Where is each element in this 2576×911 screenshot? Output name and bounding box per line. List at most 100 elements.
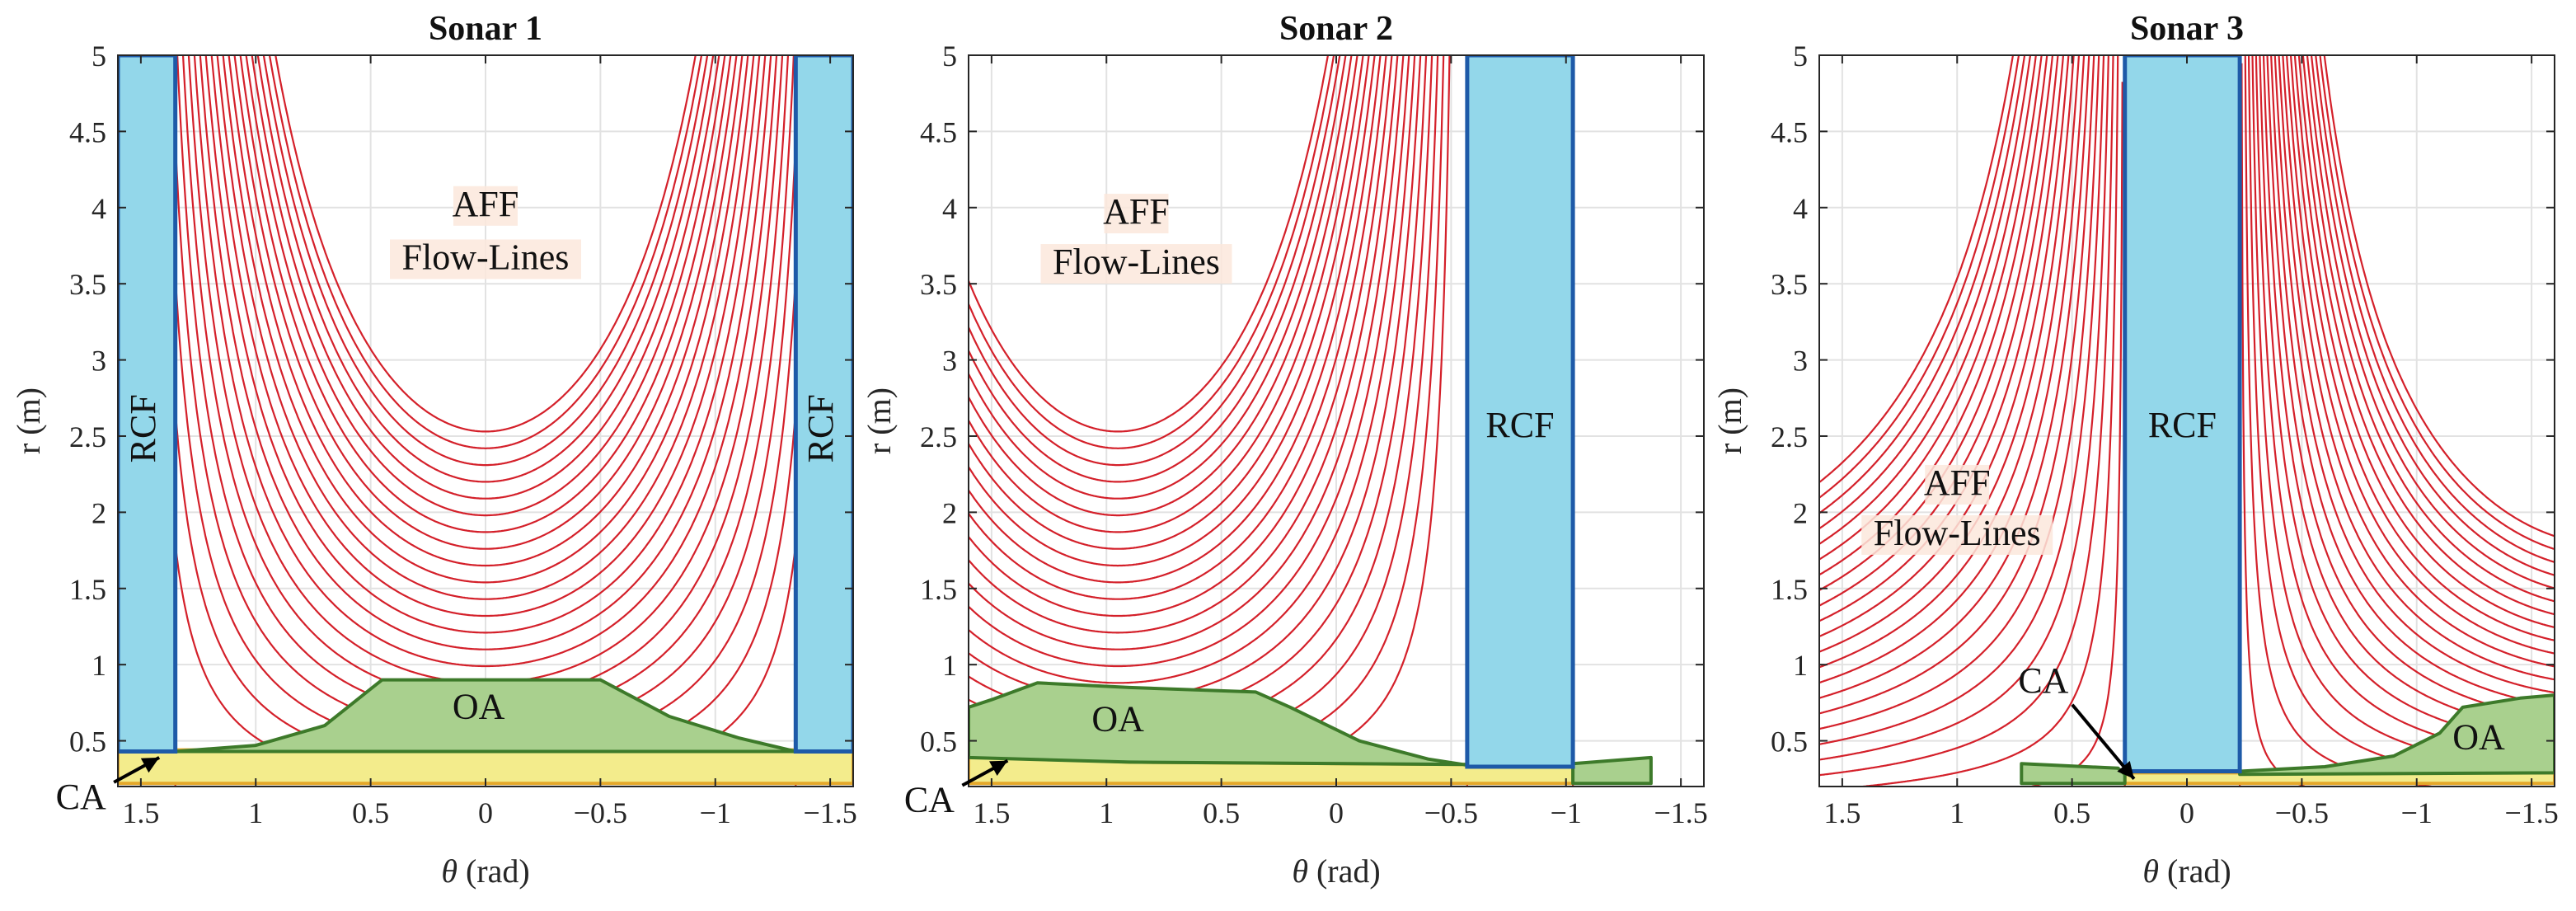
flow-line [969, 55, 1370, 550]
flow-line [228, 55, 744, 567]
y-tick-label: 3 [942, 345, 957, 378]
rcf-label: RCF [2148, 405, 2217, 445]
x-tick-label: −0.5 [1424, 796, 1478, 829]
y-tick-label: 2 [1793, 496, 1808, 529]
plot-area [969, 55, 1653, 787]
y-tick-label: 1.5 [69, 573, 106, 606]
x-tick-label: 0.5 [2053, 796, 2090, 829]
sonar-3-panel: RCF OA AFF Flow-Lines 1.5 1 0.5 0 −0.5 −1 −1.5 0.5 1… [1711, 10, 2559, 890]
y-tick-label: 1 [1793, 649, 1808, 682]
flow-line [1819, 55, 2555, 551]
plot-area [1819, 55, 2555, 787]
rcf-region [793, 55, 853, 754]
aff-label-bg [1104, 194, 1169, 234]
flow-line [210, 55, 761, 618]
oa-label: OA [453, 687, 505, 727]
y-tick-label: 1.5 [920, 573, 957, 606]
flow-line [969, 55, 1393, 618]
ca-arrowhead [989, 760, 1008, 776]
aff-label: Flow-Lines [1053, 242, 1220, 282]
x-tick-label: −1.5 [803, 796, 856, 829]
chart-title: Sonar 3 [2130, 10, 2244, 48]
flow-line [1819, 55, 2555, 707]
y-tick-label: 2.5 [1771, 420, 1808, 453]
aff-label-bg [390, 239, 581, 279]
flow-line [233, 55, 738, 550]
x-tick-label: 1.5 [973, 796, 1010, 829]
flow-line [193, 55, 778, 668]
y-tick-label: 3.5 [1771, 268, 1808, 301]
x-tick-label: 0 [478, 796, 493, 829]
flow-line [1819, 55, 2555, 576]
oa-label: OA [2452, 717, 2505, 758]
x-tick-label: −1 [1551, 796, 1582, 829]
flow-line [239, 55, 732, 533]
y-tick-label: 4 [1793, 192, 1808, 225]
flow-line [1819, 55, 2555, 603]
x-axis-label: θ (rad) [441, 852, 529, 890]
aff-label-bg [1040, 244, 1232, 284]
flow-line [216, 55, 755, 600]
sonar-2-panel: RCF OA AFF Flow-Lines 1.5 1 0.5 0 −0.5 −1 −1.5 0.5 1… [861, 10, 1708, 890]
flow-line [969, 55, 1376, 567]
flow-line [1819, 55, 2555, 538]
x-tick-label: 1.5 [122, 796, 159, 829]
y-tick-label: 4.5 [920, 115, 957, 148]
y-tick-label: 4 [91, 192, 106, 225]
aff-label: AFF [1103, 191, 1170, 232]
flow-line [222, 55, 749, 584]
x-tick-label: −1 [700, 796, 731, 829]
aff-label: Flow-Lines [1874, 513, 2041, 553]
x-axis-label-gap [1308, 852, 1316, 890]
rcf-region [118, 55, 178, 754]
y-tick-label: 2.5 [69, 420, 106, 453]
x-tick-label: 0 [1329, 796, 1344, 829]
x-axis-label-unit: (rad) [1316, 852, 1381, 890]
x-axis-label-unit: (rad) [466, 852, 530, 890]
flow-line [969, 55, 1382, 584]
x-tick-label: −1.5 [1654, 796, 1707, 829]
ca-arrowhead [2117, 760, 2134, 779]
x-axis-label-symbol: θ [1292, 852, 1308, 890]
y-tick-label: 3.5 [920, 268, 957, 301]
x-tick-label: −0.5 [2275, 796, 2329, 829]
flow-line [245, 55, 726, 517]
y-axis-label: r (m) [861, 387, 898, 454]
ca-label: CA [2018, 660, 2068, 701]
aff-label: AFF [1924, 463, 1991, 503]
x-axis-label-symbol: θ [441, 852, 457, 890]
y-axis-label: r (m) [10, 387, 47, 454]
y-tick-label: 5 [91, 40, 106, 73]
aff-label-bg [453, 185, 518, 226]
x-tick-label: 1 [1099, 796, 1114, 829]
flow-line [1819, 55, 2555, 681]
y-tick-label: 3.5 [69, 268, 106, 301]
x-tick-label: 1 [248, 796, 263, 829]
flow-line [199, 55, 772, 650]
flow-line [268, 55, 703, 449]
y-tick-label: 5 [1793, 40, 1808, 73]
x-tick-label: 1 [1950, 796, 1964, 829]
oa-region [2020, 762, 2127, 786]
flow-line [1819, 55, 2555, 563]
flow-line [256, 55, 715, 483]
aff-label-bg [1861, 514, 2053, 555]
ca-arrowhead [140, 757, 160, 773]
oa-region [969, 681, 1575, 768]
x-tick-label: −1 [2401, 796, 2433, 829]
flow-line [969, 55, 1405, 650]
y-tick-label: 0.5 [920, 726, 957, 758]
oa-region [2238, 693, 2555, 777]
x-tick-label: 0.5 [352, 796, 389, 829]
aff-flow-lines [969, 55, 1574, 787]
rcf-label: RCF [800, 394, 841, 463]
flow-line [262, 55, 709, 467]
flow-line [969, 55, 1347, 483]
chart-title: Sonar 2 [1279, 10, 1393, 48]
chart-title: Sonar 1 [429, 10, 542, 48]
y-tick-label: 1 [942, 649, 957, 682]
y-tick-label: 4 [942, 192, 957, 225]
y-axis-label: r (m) [1711, 387, 1748, 454]
aff-label: AFF [453, 184, 519, 224]
